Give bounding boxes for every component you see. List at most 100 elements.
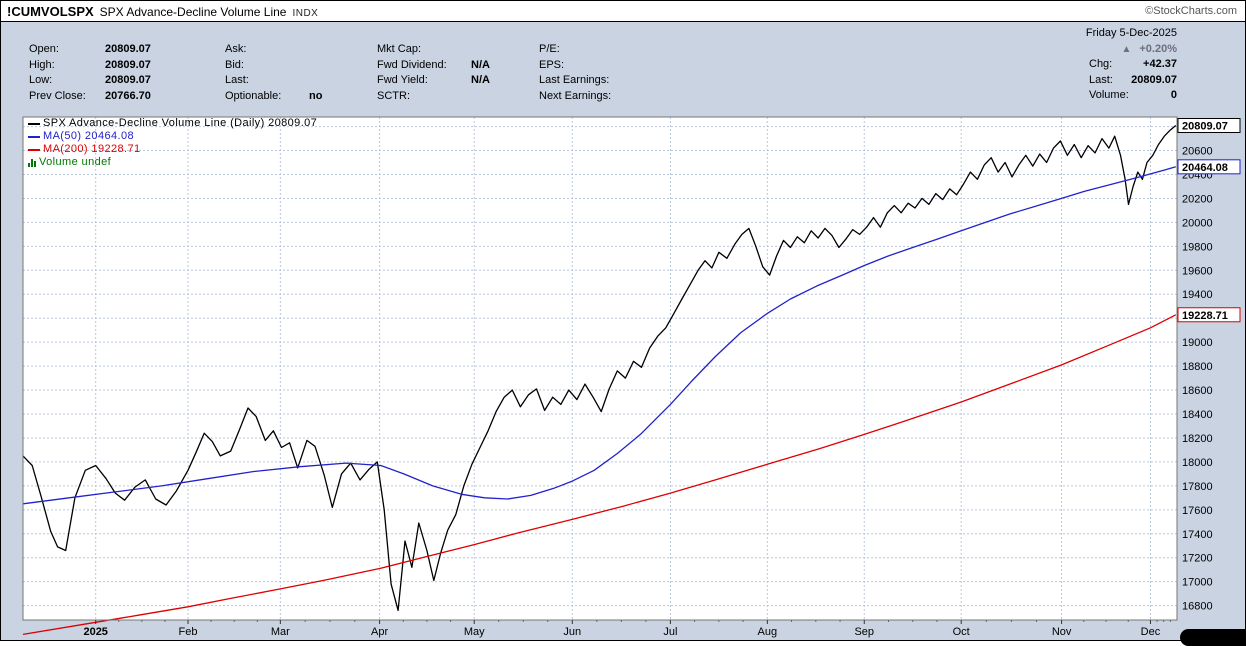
last-label: Last: bbox=[225, 74, 249, 86]
low-value: 20809.07 bbox=[105, 74, 151, 86]
open-value: 20809.07 bbox=[105, 43, 151, 55]
x-axis-tick-label: Mar bbox=[271, 626, 290, 638]
quote-col-earnings: P/E: EPS: Last Earnings: Next Earnings: bbox=[539, 42, 635, 104]
ma50-line-swatch-icon bbox=[28, 135, 40, 138]
ask-label: Ask: bbox=[225, 43, 247, 55]
quote-row-next-earnings: Next Earnings: bbox=[539, 89, 635, 105]
title-group: !CUMVOLSPX SPX Advance-Decline Volume Li… bbox=[7, 4, 318, 19]
open-label: Open: bbox=[29, 43, 59, 55]
y-axis-tick-label: 18600 bbox=[1182, 385, 1213, 397]
y-axis-tick-label: 18400 bbox=[1182, 409, 1213, 421]
x-axis-tick-label: Feb bbox=[179, 626, 198, 638]
x-axis-tick-label: May bbox=[464, 626, 485, 638]
fwd-dividend-label: Fwd Dividend: bbox=[377, 58, 447, 71]
x-axis-tick-label: 2025 bbox=[83, 626, 107, 638]
sctr-label: SCTR: bbox=[377, 89, 410, 102]
quote-row-ask: Ask: bbox=[225, 42, 377, 58]
chg-label: Chg: bbox=[1089, 58, 1113, 70]
y-axis-tick-label: 20000 bbox=[1182, 217, 1213, 229]
y-axis-tick-label: 17400 bbox=[1182, 529, 1213, 541]
x-axis-tick-label: Jun bbox=[563, 626, 581, 638]
plot-area bbox=[23, 117, 1177, 620]
quote-row-low: Low: 20809.07 bbox=[29, 73, 225, 89]
stockcharts-copyright-link[interactable]: ©StockCharts.com bbox=[1145, 5, 1237, 17]
y-axis-tick-label: 19000 bbox=[1182, 337, 1213, 349]
price-axis-box bbox=[1177, 117, 1241, 133]
y-axis-tick-label: 17800 bbox=[1182, 481, 1213, 493]
optionable-label: Optionable: bbox=[225, 89, 282, 102]
ma50-line bbox=[22, 166, 1176, 505]
quote-col-bid-ask: Ask: Bid: Last: Optionable: no bbox=[225, 42, 377, 104]
y-axis-tick-label: 17200 bbox=[1182, 553, 1213, 565]
volume-value: 0 bbox=[1170, 89, 1177, 101]
up-triangle-icon: ▲ bbox=[1121, 43, 1132, 55]
quote-row-mkt-cap: Mkt Cap: bbox=[377, 42, 539, 58]
pct-change-value: +0.20% bbox=[1139, 42, 1177, 55]
legend-ma50-text: MA(50) 20464.08 bbox=[43, 130, 134, 142]
y-axis-tick-label: 16800 bbox=[1182, 601, 1213, 613]
y-axis-tick-label: 20600 bbox=[1182, 146, 1213, 158]
exchange-label: INDX bbox=[292, 7, 319, 19]
volume-label: Volume: bbox=[1089, 89, 1129, 101]
mkt-cap-label: Mkt Cap: bbox=[377, 43, 422, 55]
x-axis-tick-label: Aug bbox=[758, 626, 778, 638]
x-axis-tick-label: Apr bbox=[371, 626, 388, 638]
eps-label: EPS: bbox=[539, 58, 565, 71]
chart-title: SPX Advance-Decline Volume Line bbox=[99, 4, 287, 19]
low-label: Low: bbox=[29, 74, 53, 86]
legend-price-text: SPX Advance-Decline Volume Line (Daily) … bbox=[43, 117, 318, 129]
y-axis-tick-label: 18200 bbox=[1182, 433, 1213, 445]
y-axis-tick-label: 17000 bbox=[1182, 577, 1213, 589]
quote-panel: Open: 20809.07 High: 20809.07 Low: 20809.07… bbox=[1, 22, 1245, 114]
chg-row: Chg: +42.37 bbox=[1089, 57, 1177, 73]
ma200-line bbox=[22, 314, 1177, 636]
quote-row-high: High: 20809.07 bbox=[29, 58, 225, 74]
symbol: !CUMVOLSPX bbox=[7, 3, 94, 19]
quote-row-last-earnings: Last Earnings: bbox=[539, 73, 635, 89]
pe-label: P/E: bbox=[539, 43, 560, 55]
y-axis-tick-label: 19400 bbox=[1182, 289, 1213, 301]
high-label: High: bbox=[29, 58, 55, 71]
fwd-yield-label: Fwd Yield: bbox=[377, 74, 428, 86]
x-axis-tick-label: Sep bbox=[854, 626, 874, 638]
quote-row-fwd-dividend: Fwd Dividend: N/A bbox=[377, 58, 539, 74]
summary-last-label: Last: bbox=[1089, 73, 1113, 86]
corner-overlay bbox=[1180, 629, 1246, 646]
volume-row: Volume: 0 bbox=[1089, 88, 1177, 104]
ma50-axis-box bbox=[1177, 159, 1241, 175]
bid-label: Bid: bbox=[225, 58, 244, 71]
legend-item-ma50: MA(50) 20464.08 bbox=[28, 130, 317, 143]
quote-row-prev-close: Prev Close: 20766.70 bbox=[29, 89, 225, 105]
x-axis-tick-label: Jul bbox=[663, 626, 677, 638]
quote-col-fundamentals: Mkt Cap: Fwd Dividend: N/A Fwd Yield: N/A … bbox=[377, 42, 539, 104]
ma50-axis-box-value: 20464.08 bbox=[1182, 162, 1228, 174]
y-axis-tick-label: 19600 bbox=[1182, 265, 1213, 277]
legend-ma200-text: MA(200) 19228.71 bbox=[43, 143, 141, 155]
quote-date: Friday 5-Dec-2025 bbox=[1085, 27, 1177, 39]
chart-region: 16800 17000 17200 17400 17600 17800 18000 18200… bbox=[1, 114, 1245, 640]
quote-row-eps: EPS: bbox=[539, 58, 635, 74]
y-axis-tick-label: 20200 bbox=[1182, 193, 1213, 205]
legend-item-volume: Volume undef bbox=[28, 156, 317, 169]
chart-legend: SPX Advance-Decline Volume Line (Daily) … bbox=[28, 117, 317, 169]
last-earnings-label: Last Earnings: bbox=[539, 74, 610, 86]
summary-last-value: 20809.07 bbox=[1131, 73, 1177, 86]
ma200-axis-box bbox=[1177, 307, 1241, 323]
quote-summary: Friday 5-Dec-2025 ▲ +0.20% Chg: +42.37 L… bbox=[1017, 26, 1177, 104]
y-axis-tick-label: 19800 bbox=[1182, 241, 1213, 253]
chg-value: +42.37 bbox=[1143, 58, 1177, 70]
y-axis-tick-label: 17600 bbox=[1182, 505, 1213, 517]
ma200-line-swatch-icon bbox=[28, 148, 40, 151]
next-earnings-label: Next Earnings: bbox=[539, 89, 612, 102]
legend-item-price: SPX Advance-Decline Volume Line (Daily) … bbox=[28, 117, 317, 130]
fwd-dividend-value: N/A bbox=[471, 58, 490, 71]
y-axis-tick-label: 18000 bbox=[1182, 457, 1213, 469]
high-value: 20809.07 bbox=[105, 58, 151, 71]
price-line bbox=[22, 124, 1177, 612]
x-axis-tick-label: Oct bbox=[953, 626, 970, 638]
quote-row-optionable: Optionable: no bbox=[225, 89, 377, 105]
pct-change-row: ▲ +0.20% bbox=[1017, 42, 1177, 58]
fwd-yield-value: N/A bbox=[471, 74, 490, 86]
